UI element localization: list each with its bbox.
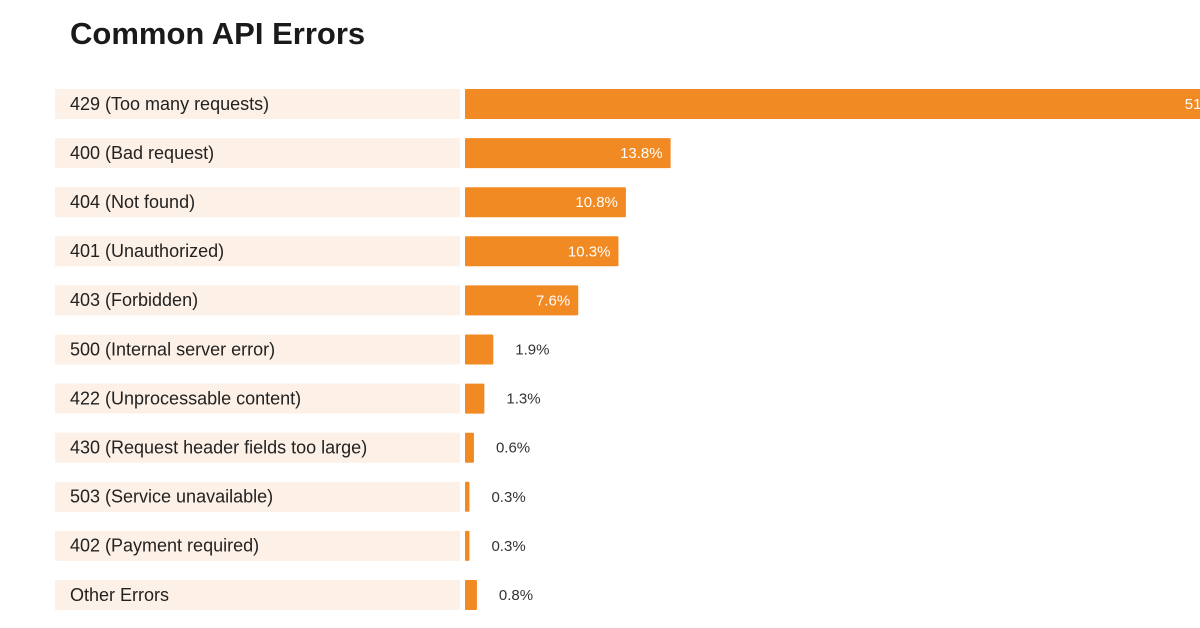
category-label: 503 (Service unavailable) xyxy=(70,487,273,507)
category-label: 404 (Not found) xyxy=(70,192,195,212)
category-label: 422 (Unprocessable content) xyxy=(70,388,301,408)
bar xyxy=(465,383,485,414)
category-label: 403 (Forbidden) xyxy=(70,290,198,310)
bar xyxy=(465,89,1200,119)
category-label: 402 (Payment required) xyxy=(70,536,259,556)
label-background xyxy=(55,285,460,316)
value-label: 10.3% xyxy=(568,243,611,260)
value-label: 10.8% xyxy=(575,194,618,211)
bar xyxy=(465,580,477,610)
bar xyxy=(465,285,579,316)
label-background xyxy=(55,481,460,512)
bar xyxy=(465,334,494,365)
value-label: 0.3% xyxy=(491,489,525,506)
label-background xyxy=(55,187,460,218)
value-label: 7.6% xyxy=(536,292,570,309)
bar xyxy=(465,138,671,169)
category-label: 400 (Bad request) xyxy=(70,143,214,163)
category-label: 429 (Too many requests) xyxy=(70,94,269,114)
chart-title: Common API Errors xyxy=(70,16,365,51)
category-label: 430 (Request header fields too large) xyxy=(70,437,367,457)
value-label: 1.9% xyxy=(515,341,549,358)
category-label: Other Errors xyxy=(70,585,169,605)
label-background xyxy=(55,580,460,610)
bar xyxy=(465,236,619,267)
bar xyxy=(465,432,474,463)
value-label: 0.8% xyxy=(499,587,533,604)
bar xyxy=(465,481,470,512)
label-background xyxy=(55,530,460,561)
label-background xyxy=(55,89,460,119)
value-label: 1.3% xyxy=(506,391,540,408)
bar xyxy=(465,530,470,561)
value-label: 0.3% xyxy=(491,538,525,555)
category-label: 401 (Unauthorized) xyxy=(70,241,224,261)
label-background xyxy=(55,138,460,169)
bar xyxy=(465,187,626,218)
value-label: 13.8% xyxy=(620,145,663,162)
category-label: 500 (Internal server error) xyxy=(70,339,275,359)
label-background xyxy=(55,432,460,463)
label-background xyxy=(55,236,460,267)
label-background xyxy=(55,383,460,414)
value-label: 51.7% xyxy=(1185,96,1200,113)
label-background xyxy=(55,334,460,365)
value-label: 0.6% xyxy=(496,440,530,457)
